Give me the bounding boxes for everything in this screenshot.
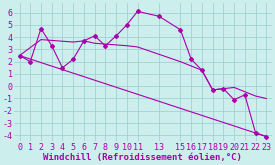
X-axis label: Windchill (Refroidissement éolien,°C): Windchill (Refroidissement éolien,°C): [43, 153, 242, 162]
